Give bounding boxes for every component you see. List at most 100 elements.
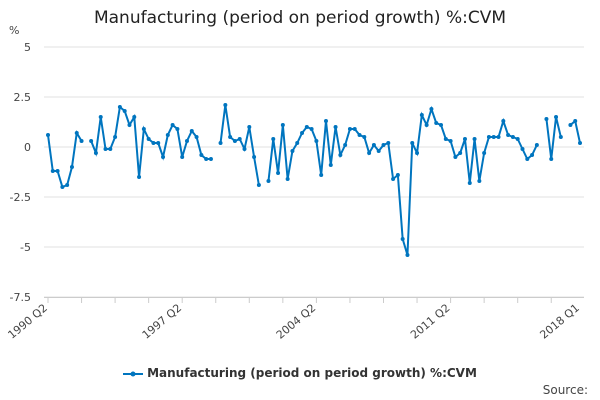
- data-point: [347, 127, 352, 131]
- legend[interactable]: Manufacturing (period on period growth) …: [0, 366, 600, 380]
- data-point: [309, 127, 314, 131]
- data-point: [333, 125, 338, 129]
- data-point: [328, 163, 333, 167]
- data-point: [429, 107, 434, 111]
- data-point: [156, 141, 161, 145]
- data-point: [50, 169, 55, 173]
- data-point: [568, 123, 573, 127]
- data-point: [232, 139, 237, 143]
- data-point: [515, 137, 520, 141]
- data-point: [381, 143, 386, 147]
- data-point: [93, 151, 98, 155]
- data-point: [415, 151, 420, 155]
- data-point: [453, 155, 458, 159]
- data-point: [79, 139, 84, 143]
- data-point: [74, 131, 79, 135]
- data-point: [405, 253, 410, 257]
- data-point: [151, 141, 156, 145]
- x-tick-label: 2004 Q2: [274, 301, 318, 341]
- data-point: [141, 127, 146, 131]
- data-point: [199, 153, 204, 157]
- legend-line-icon: [123, 371, 144, 376]
- data-point: [434, 121, 439, 125]
- data-point: [304, 125, 309, 129]
- data-point: [534, 143, 539, 147]
- y-tick-label: 2.5: [14, 91, 32, 104]
- data-point: [530, 153, 535, 157]
- series-line: [47, 130, 83, 189]
- data-point: [184, 139, 189, 143]
- data-point: [223, 103, 228, 107]
- data-point: [410, 141, 415, 145]
- data-point: [391, 177, 396, 181]
- y-axis-unit: %: [9, 24, 20, 37]
- data-point: [276, 171, 281, 175]
- x-tick-label: 2011 Q2: [408, 301, 452, 341]
- data-point: [439, 123, 444, 127]
- data-point: [108, 147, 113, 151]
- data-point: [357, 133, 362, 137]
- y-tick-label: 0: [24, 141, 31, 154]
- data-point: [300, 131, 305, 135]
- data-point: [482, 151, 487, 155]
- source-label: Source:: [542, 383, 588, 397]
- data-point: [117, 105, 122, 109]
- data-point: [486, 135, 491, 139]
- x-tick-label: 1990 Q2: [5, 301, 49, 341]
- data-point: [295, 141, 300, 145]
- data-point: [371, 143, 376, 147]
- data-point: [506, 133, 511, 137]
- data-point: [103, 147, 108, 151]
- data-point: [242, 147, 247, 151]
- data-point: [386, 141, 391, 145]
- data-point: [252, 155, 257, 159]
- data-point: [285, 177, 290, 181]
- data-point: [266, 179, 271, 183]
- data-point: [228, 135, 233, 139]
- y-tick-label: 5: [24, 41, 31, 54]
- data-point: [237, 137, 242, 141]
- data-point: [161, 155, 166, 159]
- data-point: [578, 141, 582, 145]
- data-point: [170, 123, 175, 127]
- data-point: [290, 149, 295, 153]
- x-tick-label: 2018 Q1: [537, 301, 581, 341]
- data-point: [323, 119, 328, 123]
- data-point: [367, 151, 372, 155]
- data-point: [271, 137, 276, 141]
- data-point: [69, 165, 74, 169]
- data-point: [247, 125, 252, 129]
- data-point: [462, 137, 467, 141]
- data-point: [424, 123, 429, 127]
- data-point: [165, 133, 170, 137]
- data-point: [175, 127, 180, 131]
- data-point: [554, 115, 559, 119]
- data-point: [319, 173, 324, 177]
- data-point: [218, 141, 223, 145]
- data-point: [544, 117, 549, 121]
- y-tick-label: -7.5: [10, 291, 31, 304]
- data-point: [448, 139, 453, 143]
- data-point: [122, 109, 127, 113]
- data-point: [496, 135, 501, 139]
- data-point: [65, 183, 70, 187]
- data-point: [46, 133, 50, 137]
- data-point: [113, 135, 118, 139]
- data-point: [204, 157, 209, 161]
- data-point: [573, 119, 578, 123]
- series-line: [267, 105, 538, 256]
- series-line: [219, 104, 260, 186]
- data-point: [314, 139, 319, 143]
- data-point: [458, 151, 463, 155]
- data-point: [352, 127, 357, 131]
- series-line: [90, 105, 211, 178]
- data-point: [443, 137, 448, 141]
- data-point: [419, 113, 424, 117]
- x-tick-label: 1997 Q2: [140, 301, 184, 341]
- data-point: [558, 135, 563, 139]
- data-point: [520, 147, 525, 151]
- data-point: [491, 135, 496, 139]
- legend-label: Manufacturing (period on period growth) …: [147, 366, 477, 380]
- data-point: [146, 137, 151, 141]
